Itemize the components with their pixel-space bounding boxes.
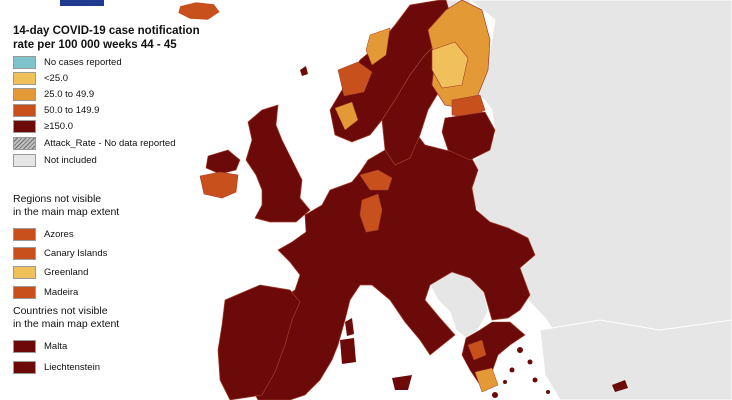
- legend-swatch-not-included: [13, 154, 36, 167]
- denmark: [359, 169, 393, 191]
- norway-orange-west: [337, 61, 373, 97]
- countries-heading: Countries not visible in the main map ex…: [13, 305, 119, 331]
- legend-swatch-no-cases: [13, 56, 36, 69]
- not-included-turkey: [539, 319, 732, 400]
- region-swatch-madeira: [13, 286, 36, 299]
- regions-heading-line2: in the main map extent: [13, 206, 120, 218]
- legend-label-ge150: ≥150.0: [44, 121, 73, 132]
- balearic: [300, 336, 310, 344]
- corsica: [345, 318, 354, 336]
- greece: [461, 321, 526, 386]
- cyprus: [612, 380, 628, 392]
- country-label-liechtenstein: Liechtenstein: [44, 362, 100, 373]
- regions-heading-line1: Regions not visible: [13, 193, 102, 205]
- region-label-azores: Azores: [44, 229, 74, 240]
- country-swatch-malta: [13, 340, 36, 353]
- norway-south-orange: [334, 101, 359, 131]
- finland-light: [431, 41, 469, 89]
- sardinia: [340, 338, 356, 364]
- country-label-malta: Malta: [44, 341, 68, 352]
- countries-heading-line1: Countries not visible: [13, 305, 108, 317]
- northern-ireland: [205, 149, 241, 175]
- germany-orange-region: [359, 193, 383, 233]
- aegean-islands: [492, 347, 550, 398]
- region-label-madeira: Madeira: [44, 287, 79, 298]
- country-swatch-liechtenstein: [13, 361, 36, 374]
- region-label-canary: Canary Islands: [44, 248, 108, 259]
- legend-label-50-149: 50.0 to 149.9: [44, 105, 100, 116]
- legend-label-no-cases: No cases reported: [44, 57, 122, 68]
- region-swatch-azores: [13, 228, 36, 241]
- iceland: [177, 1, 221, 21]
- map-title-line1: 14-day COVID-19 case notification: [13, 25, 200, 37]
- legend-label-25-49: 25.0 to 49.9: [44, 89, 95, 100]
- legend-label-not-included: Not included: [44, 155, 97, 166]
- greece-red: [467, 339, 487, 361]
- countries-heading-line2: in the main map extent: [13, 318, 120, 330]
- legend-swatch-no-data: [13, 137, 36, 150]
- legend-swatch-ge150: [13, 120, 36, 133]
- legend-label-lt25: <25.0: [44, 73, 69, 84]
- region-label-greenland: Greenland: [44, 267, 89, 278]
- region-swatch-greenland: [13, 266, 36, 279]
- baltics-south: [441, 111, 496, 161]
- legend-swatch-lt25: [13, 72, 36, 85]
- ecdc-logo: [60, 0, 104, 6]
- sicily: [392, 375, 412, 390]
- legend-swatch-50-149: [13, 104, 36, 117]
- map-title-line2: rate per 100 000 weeks 44 - 45: [13, 39, 177, 51]
- greece-orange: [474, 367, 499, 393]
- regions-heading: Regions not visible in the main map exte…: [13, 193, 119, 219]
- legend-swatch-25-49: [13, 88, 36, 101]
- faroe-region: [300, 66, 308, 76]
- great-britain: [245, 104, 311, 223]
- norway-light-orange: [365, 27, 391, 66]
- iberia: [217, 284, 301, 400]
- region-swatch-canary: [13, 247, 36, 260]
- ireland: [199, 171, 239, 199]
- eu-mainland: [249, 124, 536, 400]
- map-title: 14-day COVID-19 case notification rate p…: [13, 24, 223, 52]
- legend-label-no-data: Attack_Rate - No data reported: [44, 138, 176, 149]
